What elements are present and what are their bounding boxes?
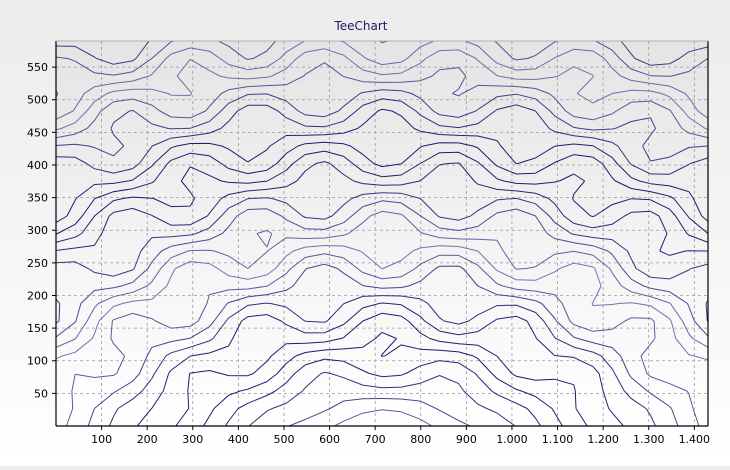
contour-level-line bbox=[65, 253, 700, 426]
contour-level-line bbox=[56, 62, 708, 139]
x-tick-label: 1.100 bbox=[542, 433, 574, 446]
contour-level-line bbox=[56, 41, 708, 66]
contour-level-line bbox=[248, 371, 516, 426]
contour-level-line bbox=[136, 302, 624, 426]
y-tick-label: 400 bbox=[27, 159, 48, 172]
contour-level-line bbox=[334, 409, 433, 426]
x-axis-tick-labels: 100 200 300 400 500 600 700 800 900 1.000 1.100 1.2… bbox=[91, 433, 710, 446]
x-tick-label: 700 bbox=[365, 433, 386, 446]
contour-level-line bbox=[56, 108, 708, 223]
y-tick-label: 300 bbox=[27, 224, 48, 237]
x-tick-label: 900 bbox=[456, 433, 477, 446]
x-tick-label: 1.400 bbox=[679, 433, 711, 446]
x-tick-label: 600 bbox=[319, 433, 340, 446]
contour-level-line bbox=[56, 161, 708, 256]
contour-level-line bbox=[56, 89, 708, 162]
contour-level-line bbox=[56, 245, 708, 361]
contour-level-line bbox=[56, 98, 708, 175]
contour-level-line bbox=[56, 200, 708, 338]
grid-lines bbox=[52, 41, 708, 430]
y-tick-label: 100 bbox=[27, 355, 48, 368]
y-tick-label: 250 bbox=[27, 257, 48, 270]
axes bbox=[55, 40, 709, 427]
contour-level-line bbox=[56, 150, 708, 243]
contour-level-line bbox=[56, 141, 708, 235]
contour-level-line bbox=[224, 358, 542, 426]
x-tick-label: 300 bbox=[182, 433, 203, 446]
plot-area bbox=[56, 41, 708, 426]
contour-level-line bbox=[288, 398, 471, 426]
chart-title: TeeChart bbox=[333, 19, 387, 33]
contour-level-line bbox=[56, 210, 708, 348]
contour-level-line bbox=[56, 48, 708, 131]
x-tick-label: 500 bbox=[273, 433, 294, 446]
y-tick-label: 50 bbox=[34, 387, 48, 400]
contour-level-line bbox=[108, 295, 656, 426]
x-tick-label: 200 bbox=[137, 433, 158, 446]
y-tick-label: 500 bbox=[27, 94, 48, 107]
y-tick-label: 150 bbox=[27, 322, 48, 335]
y-axis-tick-labels: 50 100 150 200 250 300 350 400 450 500 550 bbox=[27, 61, 48, 400]
x-tick-label: 1.200 bbox=[587, 433, 619, 446]
contour-level-line bbox=[175, 312, 588, 426]
x-tick-label: 800 bbox=[410, 433, 431, 446]
contour-level-line bbox=[56, 192, 708, 324]
y-tick-label: 350 bbox=[27, 192, 48, 205]
y-tick-label: 450 bbox=[27, 126, 48, 139]
x-tick-label: 400 bbox=[228, 433, 249, 446]
x-tick-label: 1.000 bbox=[496, 433, 528, 446]
contour-level-line bbox=[202, 331, 563, 426]
y-tick-label: 200 bbox=[27, 289, 48, 302]
x-tick-label: 1.300 bbox=[633, 433, 665, 446]
y-tick-label: 550 bbox=[27, 61, 48, 74]
contour-lines bbox=[56, 41, 708, 426]
contour-level-line bbox=[87, 263, 679, 426]
x-tick-label: 100 bbox=[91, 433, 112, 446]
